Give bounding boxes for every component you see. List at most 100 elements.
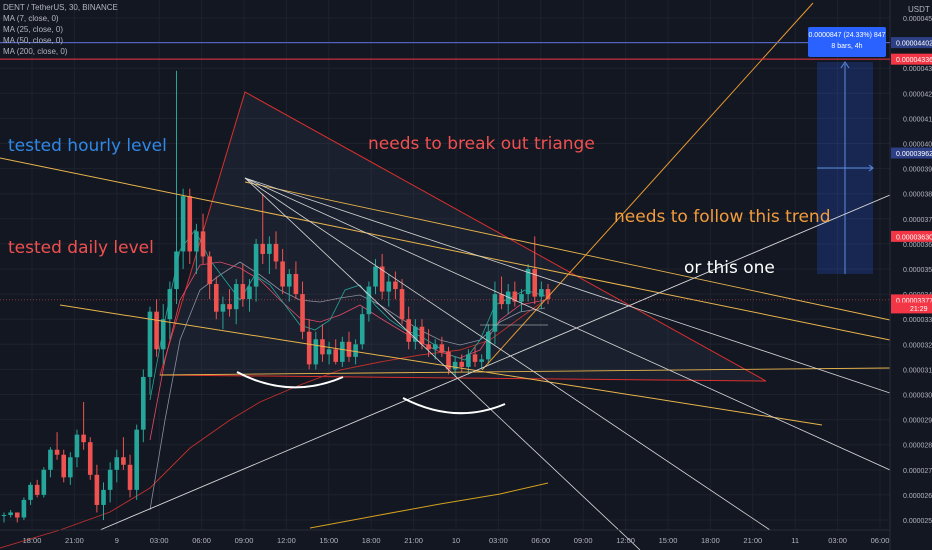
hourly-trendline — [0, 157, 891, 341]
price-label-text: 0.00003630 — [896, 234, 932, 241]
candle-body — [539, 289, 544, 297]
candle-body — [399, 289, 405, 320]
candle-body — [346, 341, 352, 357]
candle-body — [220, 304, 226, 312]
x-tick-label: 11 — [791, 536, 799, 545]
ma-50-line — [149, 261, 546, 511]
price-axis[interactable]: 0.000045000.000044000.000043000.00004200… — [903, 16, 932, 525]
x-tick-label: 03:00 — [828, 536, 847, 545]
horizontal-levels — [0, 42, 890, 301]
resistance-trendline — [244, 181, 891, 321]
price-label-text: 0.00004402 — [896, 41, 932, 48]
candle-body — [233, 284, 239, 310]
candle-body — [180, 196, 186, 252]
y-tick-label: 0.00003500 — [903, 267, 932, 274]
candle-body — [54, 449, 60, 455]
price-label-text: 0.00003962 — [896, 151, 932, 158]
candle-body — [466, 354, 471, 367]
candle-body — [379, 266, 385, 292]
drawings-back — [159, 61, 874, 382]
candle-body — [21, 499, 27, 518]
candle-body — [485, 331, 491, 360]
white-fan-3 — [244, 177, 771, 531]
ma-7-legend: MA (7, close, 0) — [3, 14, 59, 23]
candle-body — [187, 196, 193, 252]
y-tick-label: 0.00002900 — [903, 418, 932, 425]
candle-body — [492, 294, 498, 332]
y-tick-label: 0.00004200 — [903, 91, 932, 98]
candle-body — [154, 311, 159, 350]
candle-body — [267, 243, 272, 254]
x-tick-label: 18:00 — [701, 536, 720, 545]
candle-body — [426, 344, 431, 350]
y-tick-label: 0.00003200 — [903, 342, 932, 349]
time-axis[interactable]: 18:00 21:00 9 03:00 06:00 09:00 12:00 15:00 18:0… — [23, 536, 890, 545]
candle-body — [525, 269, 531, 295]
candle-body — [459, 361, 465, 367]
daily-trendline — [59, 304, 823, 426]
chart-legend: DENT / TetherUS, 30, BINANCE MA (7, clos… — [3, 2, 118, 57]
x-tick-label: 18:00 — [23, 536, 42, 545]
y-tick-label: 0.00002800 — [903, 443, 932, 450]
moving-averages — [0, 229, 549, 549]
candle-body — [373, 266, 378, 287]
candle-body — [107, 469, 113, 490]
candle-body — [419, 326, 425, 345]
candle-body — [439, 344, 445, 352]
bottom-arc-1 — [236, 371, 344, 389]
candle-body — [134, 429, 139, 490]
candle-body — [545, 289, 551, 300]
annotation-trend: needs to follow this trend — [614, 207, 831, 227]
annotation-daily: tested daily level — [8, 238, 154, 258]
candle-body — [406, 319, 411, 342]
y-tick-label: 0.00003300 — [903, 317, 932, 324]
candle-body — [28, 484, 33, 500]
measure-label: 0.0000847 (24.33%) 847 8 bars, 4h — [808, 27, 886, 57]
price-label-text: 0.00004336 — [896, 57, 932, 64]
ma-25-line — [149, 261, 546, 441]
candle-body — [127, 464, 133, 490]
candle-body — [48, 449, 53, 470]
x-tick-label: 09:00 — [574, 536, 593, 545]
candle-body — [61, 454, 67, 478]
x-tick-label: 21:00 — [404, 536, 423, 545]
x-tick-label: 21:00 — [743, 536, 762, 545]
price-label-bg — [891, 53, 932, 65]
annotation-triangle: needs to break out triange — [368, 134, 595, 154]
candle-body — [353, 344, 358, 357]
x-tick-label: 03:00 — [150, 536, 169, 545]
measure-arrow-head-right — [868, 164, 874, 172]
candle-body — [326, 349, 332, 355]
candle-body — [452, 361, 458, 370]
candle-body — [313, 339, 319, 365]
candle-body — [147, 311, 153, 377]
y-tick-label: 0.00003800 — [903, 192, 932, 199]
price-label-bg — [891, 147, 932, 159]
price-label-bg — [891, 302, 932, 314]
candle-body — [532, 269, 538, 297]
drawings-front — [0, 2, 891, 550]
y-tick-label: 0.00002600 — [903, 493, 932, 500]
y-tick-label: 0.00003700 — [903, 217, 932, 224]
candle-body — [227, 304, 232, 310]
candle-body — [286, 274, 292, 287]
currency-label: USDT — [908, 5, 930, 14]
candle-body — [432, 344, 438, 350]
candle-body — [200, 231, 206, 257]
white-fan-2 — [244, 177, 891, 471]
candle-body — [8, 512, 13, 515]
candle-body — [160, 319, 166, 350]
candle-body — [1, 514, 7, 516]
candle-body — [41, 469, 47, 495]
candle-body — [141, 376, 146, 430]
candle-body — [101, 489, 106, 505]
y-tick-label: 0.00003900 — [903, 167, 932, 174]
x-tick-label: 9 — [115, 536, 119, 545]
candle-body — [512, 291, 518, 302]
candle-body — [300, 294, 305, 332]
candle-body — [167, 289, 173, 320]
y-tick-label: 0.00004300 — [903, 66, 932, 73]
x-tick-label: 12:00 — [277, 536, 296, 545]
